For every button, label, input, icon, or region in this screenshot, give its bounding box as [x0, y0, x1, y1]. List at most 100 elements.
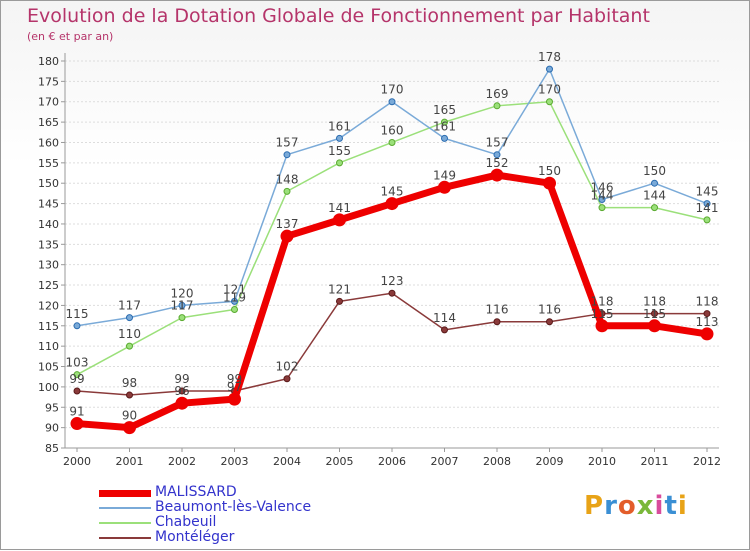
data-label: 137: [276, 217, 299, 231]
data-point: [70, 417, 84, 431]
data-point: [700, 327, 714, 341]
x-tick-label: 2006: [378, 455, 406, 468]
data-label: 97: [227, 380, 242, 394]
data-label: 113: [696, 315, 719, 329]
data-label: 99: [227, 372, 242, 386]
x-tick-label: 2001: [116, 455, 144, 468]
data-point: [231, 297, 238, 305]
data-label: 98: [122, 376, 137, 390]
data-label: 170: [381, 83, 404, 97]
data-point: [123, 421, 136, 435]
data-point: [651, 179, 658, 187]
data-label: 99: [69, 372, 84, 386]
y-tick-label: 175: [38, 75, 59, 88]
data-label: 145: [696, 185, 719, 199]
data-point: [388, 98, 396, 106]
logo-letter: i: [677, 491, 688, 521]
data-label: 96: [174, 384, 189, 398]
data-label: 117: [171, 299, 194, 313]
data-point: [175, 396, 189, 410]
y-tick-label: 135: [38, 238, 59, 251]
data-label: 102: [276, 360, 299, 374]
data-label: 141: [328, 201, 351, 215]
data-point: [388, 289, 396, 297]
data-point: [283, 187, 291, 195]
data-point: [126, 314, 133, 322]
logo-letter: o: [617, 491, 637, 521]
data-label: 119: [223, 290, 246, 304]
data-point: [546, 318, 553, 326]
data-point: [546, 98, 553, 106]
data-point: [493, 102, 501, 110]
data-point: [178, 387, 186, 395]
legend-label-beaumont: Beaumont-lès-Valence: [155, 499, 312, 515]
data-label: 157: [276, 136, 299, 150]
data-point: [178, 301, 186, 309]
proxiti-logo: Proxiti: [584, 491, 688, 521]
x-tick-label: 2004: [273, 455, 301, 468]
y-tick-label: 125: [38, 279, 59, 292]
data-point: [73, 322, 81, 330]
x-tick-label: 2000: [63, 455, 91, 468]
data-point: [648, 319, 661, 333]
data-label: 114: [433, 311, 456, 325]
data-point: [598, 204, 606, 212]
x-tick-label: 2012: [693, 455, 721, 468]
y-tick-label: 170: [38, 96, 59, 109]
y-tick-label: 140: [38, 218, 59, 231]
logo-letter: r: [604, 491, 618, 521]
data-label: 117: [118, 299, 141, 313]
logo-letter: i: [654, 491, 665, 521]
data-label: 115: [643, 307, 666, 321]
data-point: [126, 342, 133, 350]
data-label: 165: [433, 103, 456, 117]
data-point: [598, 196, 606, 204]
data-point: [336, 297, 343, 305]
data-label: 144: [591, 189, 614, 203]
data-label: 99: [174, 372, 189, 386]
data-point: [441, 118, 448, 126]
x-tick-label: 2010: [588, 455, 616, 468]
x-tick-label: 2009: [536, 455, 564, 468]
legend-swatch-malissard: [99, 489, 151, 497]
data-label: 170: [538, 83, 561, 97]
data-label: 148: [276, 172, 299, 186]
data-label: 121: [328, 282, 351, 296]
data-point: [385, 197, 399, 211]
y-tick-label: 115: [38, 320, 59, 333]
data-label: 103: [66, 356, 89, 370]
data-point: [438, 180, 451, 194]
y-tick-label: 85: [45, 442, 59, 455]
legend-swatch-monteleger: [99, 537, 151, 539]
data-label: 146: [591, 181, 614, 195]
data-point: [703, 200, 711, 208]
x-tick-label: 2002: [168, 455, 196, 468]
data-point: [493, 318, 501, 326]
data-label: 150: [538, 164, 561, 178]
data-point: [283, 151, 291, 159]
y-tick-label: 155: [38, 157, 59, 170]
data-label: 116: [538, 303, 561, 317]
data-label: 115: [591, 307, 614, 321]
data-label: 118: [643, 295, 666, 309]
legend-swatch-chabeuil: [99, 522, 151, 524]
data-label: 161: [433, 119, 456, 133]
data-label: 116: [486, 303, 509, 317]
data-label: 169: [486, 87, 509, 101]
y-tick-label: 95: [45, 401, 59, 414]
data-label: 120: [171, 286, 194, 300]
data-point: [228, 392, 241, 406]
data-point: [595, 319, 609, 333]
y-tick-label: 180: [38, 55, 59, 68]
data-point: [703, 310, 711, 318]
legend-label-chabeuil: Chabeuil: [155, 514, 217, 530]
data-label: 145: [381, 185, 404, 199]
data-label: 150: [643, 164, 666, 178]
data-label: 161: [328, 119, 351, 133]
data-point: [651, 310, 658, 318]
chart-subtitle: (en € et par an): [27, 30, 114, 43]
data-label: 121: [223, 282, 246, 296]
y-tick-label: 120: [38, 299, 59, 312]
data-point: [388, 138, 396, 146]
logo-letter: x: [636, 491, 655, 521]
